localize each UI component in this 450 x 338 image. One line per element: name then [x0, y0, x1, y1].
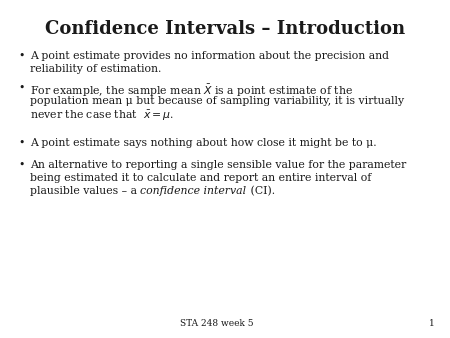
Text: plausible values – a: plausible values – a: [30, 186, 140, 196]
Text: population mean μ but because of sampling variability, it is virtually: population mean μ but because of samplin…: [30, 96, 404, 106]
Text: Confidence Intervals – Introduction: Confidence Intervals – Introduction: [45, 20, 405, 38]
Text: An alternative to reporting a single sensible value for the parameter: An alternative to reporting a single sen…: [30, 160, 406, 170]
Text: •: •: [18, 138, 24, 148]
Text: •: •: [18, 51, 24, 61]
Text: •: •: [18, 160, 24, 170]
Text: STA 248 week 5: STA 248 week 5: [180, 319, 254, 328]
Text: •: •: [18, 83, 24, 93]
Text: A point estimate says nothing about how close it might be to μ.: A point estimate says nothing about how …: [30, 138, 377, 148]
Text: For example, the sample mean $\bar{X}$ is a point estimate of the: For example, the sample mean $\bar{X}$ i…: [30, 83, 353, 99]
Text: confidence interval: confidence interval: [140, 186, 247, 196]
Text: A point estimate provides no information about the precision and: A point estimate provides no information…: [30, 51, 389, 61]
Text: never the case that  $\bar{x} = \mu$.: never the case that $\bar{x} = \mu$.: [30, 109, 174, 123]
Text: (CI).: (CI).: [247, 186, 275, 196]
Text: 1: 1: [429, 319, 435, 328]
Text: reliability of estimation.: reliability of estimation.: [30, 64, 162, 74]
Text: being estimated it to calculate and report an entire interval of: being estimated it to calculate and repo…: [30, 173, 371, 183]
